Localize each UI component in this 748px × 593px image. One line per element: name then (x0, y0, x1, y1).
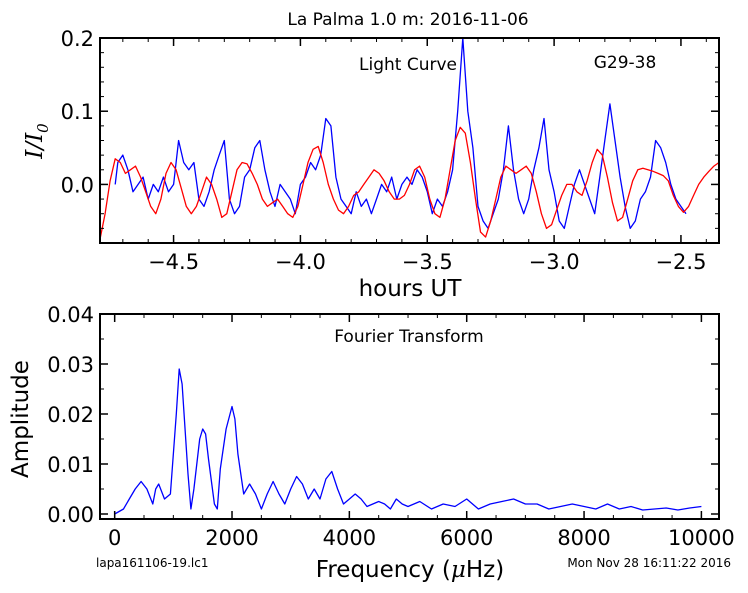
fourier-ylabel: Amplitude (8, 360, 34, 478)
fourier-ytick-label: 0.04 (47, 303, 94, 327)
fourier-frame (99, 313, 720, 520)
fourier-ytick-label: 0.01 (47, 453, 94, 477)
light-curve-xtick-label: −2.5 (655, 250, 706, 274)
light-curve-ytick-label: 0.1 (61, 100, 94, 124)
fourier-series-line-0 (114, 368, 702, 515)
fourier-ytick-label: 0.03 (47, 353, 94, 377)
fourier-xtick-label: 10000 (668, 526, 735, 550)
file-name-footer: lapa161106-19.lc1 (96, 556, 208, 570)
light-curve-ytick-label: 0.2 (61, 27, 94, 51)
light-curve-xticks: −4.5 −4.0 −3.5 −3.0 −2.5 (122, 38, 707, 274)
light-curve-xtick-label: −4.0 (275, 250, 326, 274)
light-curve-series-line-0 (114, 37, 687, 230)
fourier-panel: 0 2000 4000 6000 8000 10000 0.000.010.020.030… (8, 303, 735, 583)
fourier-yticks: 0.00 0.01 0.02 0.03 0.04 (47, 303, 719, 527)
fourier-xlabel: Frequency (μHz) (316, 557, 504, 583)
fourier-ytick-label: 0.02 (47, 403, 94, 427)
fourier-xtick-label: 6000 (440, 526, 493, 550)
timestamp-footer: Mon Nov 28 16:11:22 2016 (567, 556, 731, 570)
fourier-xtick-label: 2000 (205, 526, 258, 550)
light-curve-annotation: Light Curve (359, 55, 457, 75)
fourier-ytick-label: 0.00 (47, 503, 94, 527)
light-curve-xtick-label: −3.0 (529, 250, 580, 274)
fourier-xtick-label: 4000 (323, 526, 376, 550)
light-curve-ytick-label: 0.0 (61, 173, 94, 197)
star-name-annotation: G29-38 (594, 53, 657, 73)
light-curve-ylabel: I/I0 (22, 123, 52, 160)
fourier-xticks: 0 2000 4000 6000 8000 10000 (108, 314, 735, 550)
light-curve-panel: −4.5 −4.0 −3.5 −3.0 −2.5 0.0 0.1 0.2 Light Cur… (22, 27, 720, 302)
light-curve-xtick-label: −4.5 (148, 250, 199, 274)
light-curve-xtick-label: −3.5 (402, 250, 453, 274)
fourier-series (114, 368, 702, 515)
light-curve-series (99, 37, 720, 240)
fourier-xtick-label: 8000 (557, 526, 610, 550)
light-curve-series-line-1 (99, 126, 720, 240)
figure-title: La Palma 1.0 m: 2016-11-06 (287, 10, 528, 30)
fourier-annotation: Fourier Transform (334, 327, 483, 347)
light-curve-frame (99, 37, 720, 244)
light-curve-xlabel: hours UT (359, 276, 463, 302)
fourier-xtick-label: 0 (108, 526, 121, 550)
